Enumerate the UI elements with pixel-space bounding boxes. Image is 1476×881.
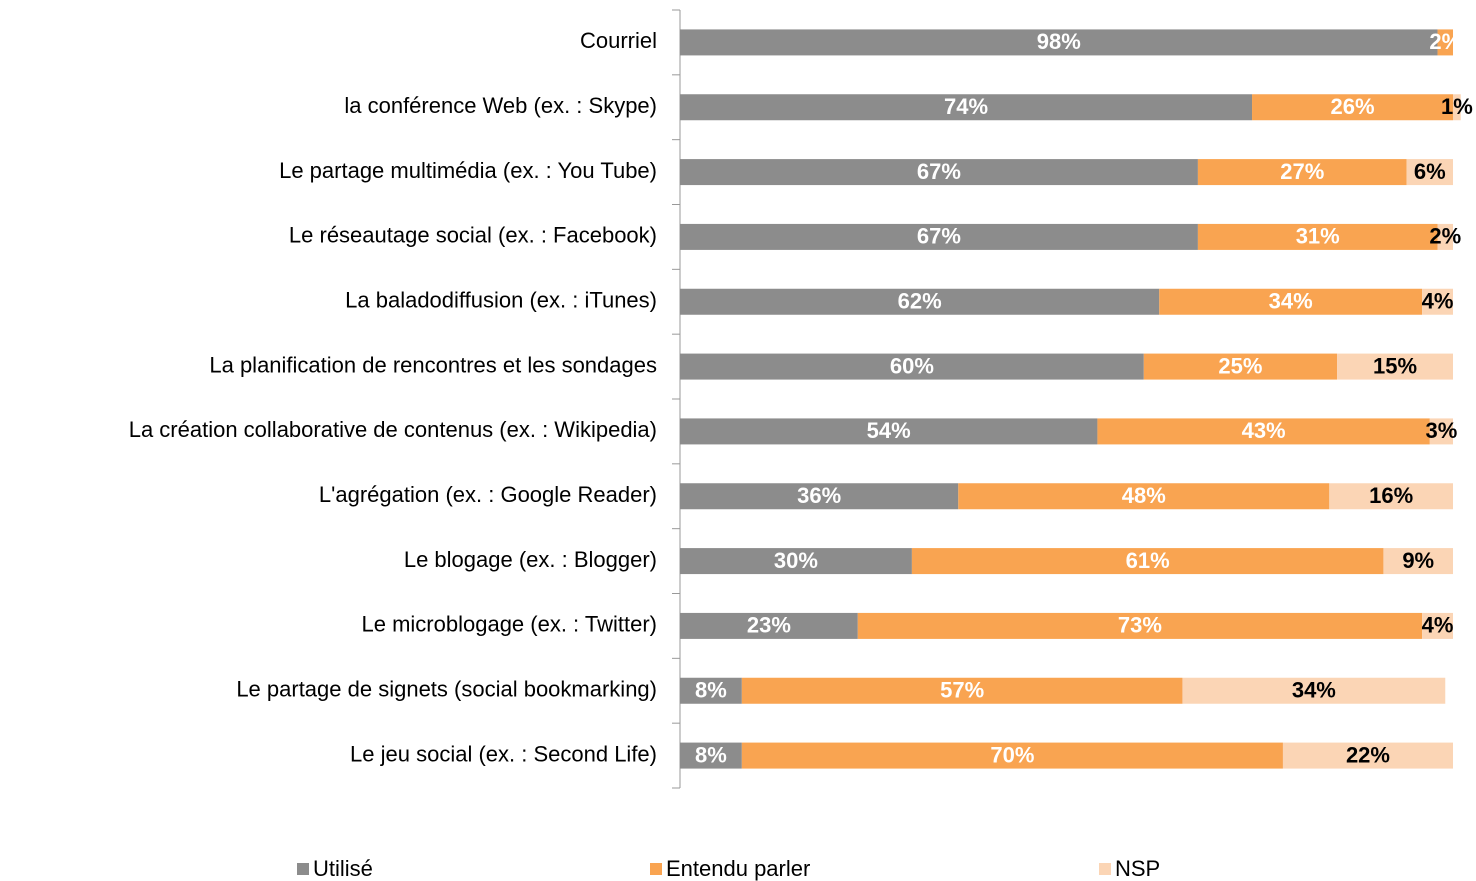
- data-label: 4%: [1422, 613, 1454, 638]
- data-label: 4%: [1422, 289, 1454, 314]
- bar-segment: [680, 288, 1160, 315]
- bar-segment: [680, 418, 1098, 445]
- legend-label: NSP: [1115, 856, 1160, 881]
- bar-segment: [1252, 94, 1453, 121]
- data-label: 27%: [1280, 159, 1324, 184]
- bar-segment: [911, 548, 1384, 575]
- bar-segment: [680, 548, 912, 575]
- data-label: 67%: [917, 224, 961, 249]
- data-label: 61%: [1126, 548, 1170, 573]
- data-label: 6%: [1414, 159, 1446, 184]
- data-label: 9%: [1402, 548, 1434, 573]
- bar-segment: [1197, 159, 1407, 186]
- category-label: La baladodiffusion (ex. : iTunes): [345, 288, 657, 313]
- data-label: 62%: [898, 289, 942, 314]
- bar-segment: [1453, 94, 1461, 121]
- bar-segment: [1097, 418, 1430, 445]
- data-label: 48%: [1122, 483, 1166, 508]
- data-label: 36%: [797, 483, 841, 508]
- category-label: La création collaborative de contenus (e…: [129, 417, 657, 442]
- data-label: 30%: [774, 548, 818, 573]
- data-label: 1%: [1441, 94, 1473, 119]
- bar-segment: [680, 353, 1144, 380]
- data-label: 74%: [944, 94, 988, 119]
- bar-segment: [680, 159, 1198, 186]
- data-label: 22%: [1346, 742, 1390, 767]
- data-label: 67%: [917, 159, 961, 184]
- bar-segment: [1282, 742, 1453, 769]
- bar-segment: [1406, 159, 1453, 186]
- bar-segment: [741, 677, 1183, 704]
- data-label: 16%: [1369, 483, 1413, 508]
- category-label: La planification de rencontres et les so…: [209, 352, 657, 377]
- data-label: 23%: [747, 613, 791, 638]
- bar-segment: [1159, 288, 1423, 315]
- category-label: Le blogage (ex. : Blogger): [404, 547, 657, 572]
- bar-segment: [1429, 418, 1453, 445]
- data-label: 57%: [940, 678, 984, 703]
- category-label: Le partage multimédia (ex. : You Tube): [279, 158, 657, 183]
- data-label: 3%: [1426, 418, 1458, 443]
- category-label: Le réseautage social (ex. : Facebook): [289, 223, 657, 248]
- legend-swatch: [1099, 863, 1111, 875]
- bar-segment: [1437, 29, 1453, 56]
- bar-segment: [1197, 223, 1438, 250]
- bar-segment: [680, 29, 1438, 56]
- data-label: 25%: [1218, 353, 1262, 378]
- category-label: L'agrégation (ex. : Google Reader): [319, 482, 657, 507]
- bar-segment: [680, 742, 742, 769]
- bar-segment: [680, 223, 1198, 250]
- data-label: 31%: [1296, 224, 1340, 249]
- data-label: 98%: [1037, 29, 1081, 54]
- data-label: 2%: [1429, 29, 1461, 54]
- data-label: 43%: [1242, 418, 1286, 443]
- bar-segment: [1337, 353, 1453, 380]
- data-label: 34%: [1269, 289, 1313, 314]
- legend-label: Utilisé: [313, 856, 373, 881]
- legend-swatch: [297, 863, 309, 875]
- legend-swatch: [650, 863, 662, 875]
- bar-segment: [741, 742, 1283, 769]
- data-label: 54%: [867, 418, 911, 443]
- bar-segment: [1143, 353, 1338, 380]
- data-label: 8%: [695, 678, 727, 703]
- data-label: 26%: [1330, 94, 1374, 119]
- category-label: Le microblogage (ex. : Twitter): [362, 612, 658, 637]
- bar-segment: [680, 677, 742, 704]
- bar-segment: [958, 483, 1330, 510]
- bar-segment: [1329, 483, 1453, 510]
- bar-segment: [1422, 288, 1453, 315]
- data-label: 73%: [1118, 613, 1162, 638]
- legend-label: Entendu parler: [666, 856, 810, 881]
- data-label: 60%: [890, 353, 934, 378]
- bar-segment: [1383, 548, 1453, 575]
- category-label: la conférence Web (ex. : Skype): [344, 93, 657, 118]
- data-label: 8%: [695, 742, 727, 767]
- data-label: 70%: [990, 742, 1034, 767]
- data-label: 2%: [1429, 224, 1461, 249]
- bar-segment: [857, 612, 1423, 639]
- bar-segment: [1422, 612, 1453, 639]
- category-label: Courriel: [580, 28, 657, 53]
- bar-segment: [680, 612, 858, 639]
- bar-segment: [680, 94, 1253, 121]
- bar-segment: [1182, 677, 1446, 704]
- category-label: Le jeu social (ex. : Second Life): [350, 741, 657, 766]
- bar-segment: [680, 483, 959, 510]
- data-label: 15%: [1373, 353, 1417, 378]
- category-label: Le partage de signets (social bookmarkin…: [236, 677, 657, 702]
- data-label: 34%: [1292, 678, 1336, 703]
- bar-segment: [1437, 223, 1453, 250]
